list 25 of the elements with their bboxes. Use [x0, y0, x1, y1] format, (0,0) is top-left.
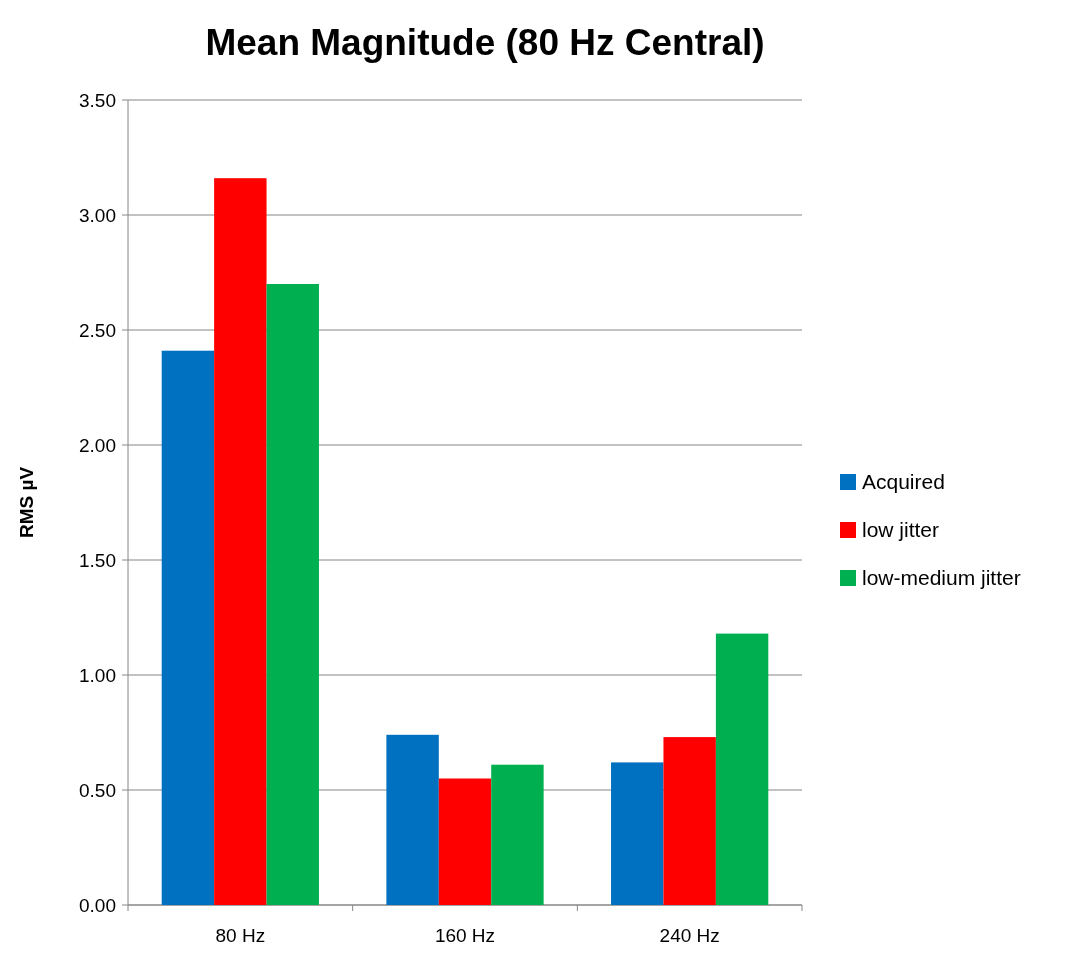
y-tick-label: 2.50: [79, 319, 116, 341]
x-tick-label: 160 Hz: [434, 925, 496, 946]
x-tick-label: 80 Hz: [215, 925, 266, 946]
bar: [161, 350, 215, 905]
chart-title: Mean Magnitude (80 Hz Central): [205, 22, 765, 63]
y-tick-label: 1.00: [79, 664, 116, 686]
y-axis-title: RMS µV: [16, 466, 37, 539]
y-tick-label: 2.00: [79, 434, 116, 456]
y-tick-label: 3.50: [79, 89, 116, 111]
bar: [438, 778, 492, 905]
bar: [214, 178, 267, 905]
bar: [611, 762, 664, 905]
y-tick-label: 1.50: [79, 549, 116, 571]
bar: [663, 737, 716, 905]
legend-label: Acquired: [862, 470, 945, 494]
bar: [266, 284, 319, 905]
legend-label: low jitter: [862, 518, 940, 542]
legend-label: low-medium jitter: [862, 566, 1021, 590]
bar: [715, 633, 769, 905]
bar: [386, 734, 439, 905]
y-tick-label: 0.00: [79, 894, 116, 916]
bar: [491, 764, 544, 905]
y-tick-label: 0.50: [79, 779, 116, 801]
x-tick-label: 240 Hz: [659, 925, 720, 946]
y-tick-label: 3.00: [79, 204, 116, 226]
